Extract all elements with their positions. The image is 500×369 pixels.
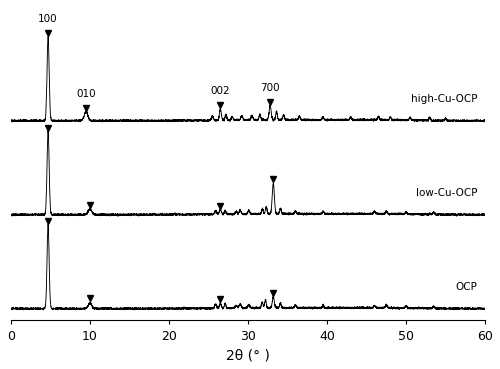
Text: low-Cu-OCP: low-Cu-OCP bbox=[416, 188, 477, 198]
Text: 010: 010 bbox=[76, 89, 96, 99]
Text: 100: 100 bbox=[38, 14, 58, 24]
X-axis label: 2θ (° ): 2θ (° ) bbox=[226, 348, 270, 362]
Text: 700: 700 bbox=[260, 83, 280, 93]
Text: OCP: OCP bbox=[456, 282, 477, 292]
Text: 002: 002 bbox=[210, 86, 230, 96]
Text: high-Cu-OCP: high-Cu-OCP bbox=[410, 94, 477, 104]
